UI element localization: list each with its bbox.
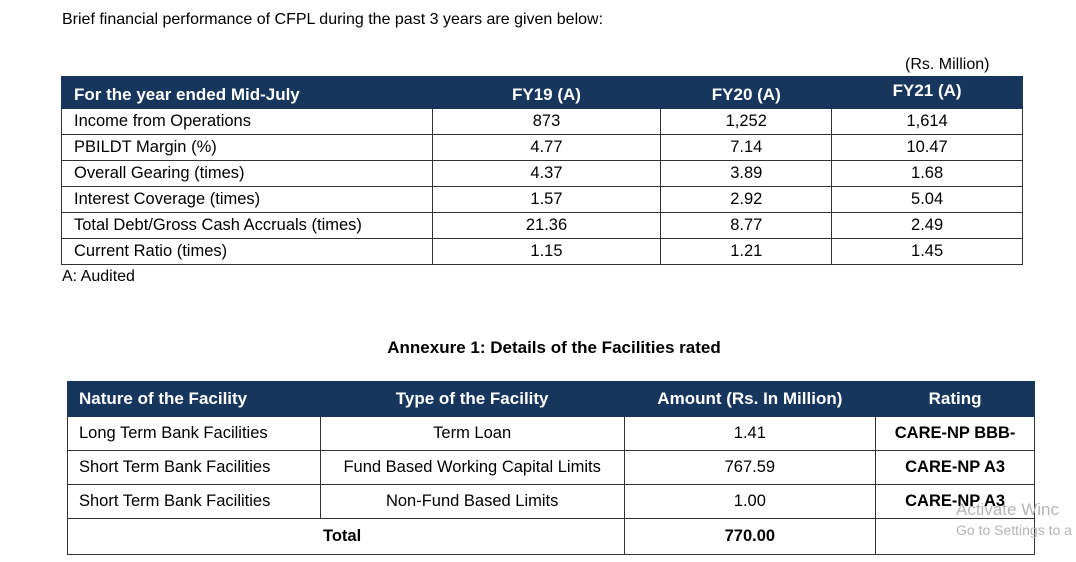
- metric-value: 1.57: [431, 186, 662, 213]
- facility-amount: 1.00: [623, 484, 877, 519]
- table-row: Long Term Bank Facilities Term Loan 1.41…: [67, 416, 1035, 451]
- metric-value: 1.21: [660, 238, 833, 265]
- column-header: Rating: [875, 381, 1035, 417]
- metric-value: 873: [431, 108, 662, 135]
- metric-label: Overall Gearing (times): [61, 160, 433, 187]
- annexure-title: Annexure 1: Details of the Facilities ra…: [387, 338, 721, 357]
- metric-value: 2.92: [660, 186, 833, 213]
- facility-amount: 1.41: [623, 416, 877, 451]
- table-header-row: Nature of the Facility Type of the Facil…: [67, 381, 1035, 417]
- column-header: FY19 (A): [431, 76, 662, 109]
- column-header: Amount (Rs. In Million): [623, 381, 877, 417]
- metric-value: 1.15: [431, 238, 662, 265]
- metric-value: 7.14: [660, 134, 833, 161]
- facility-rating: CARE-NP A3: [875, 450, 1035, 485]
- metric-value: 4.37: [431, 160, 662, 187]
- metric-value: 8.77: [660, 212, 833, 239]
- metric-value: 1,252: [660, 108, 833, 135]
- metric-value: 10.47: [831, 134, 1023, 161]
- metric-label: Total Debt/Gross Cash Accruals (times): [61, 212, 433, 239]
- metric-value: 5.04: [831, 186, 1023, 213]
- metric-label: Current Ratio (times): [61, 238, 433, 265]
- metric-value: 2.49: [831, 212, 1023, 239]
- metric-value: 3.89: [660, 160, 833, 187]
- column-header: FY21 (A): [831, 76, 1023, 109]
- financial-performance-table: For the year ended Mid-July FY19 (A) FY2…: [61, 76, 1023, 265]
- metric-label: Income from Operations: [61, 108, 433, 135]
- total-label: Total: [67, 518, 625, 555]
- facility-rating: CARE-NP A3: [875, 484, 1035, 519]
- table-header-row: For the year ended Mid-July FY19 (A) FY2…: [61, 76, 1023, 109]
- table-row: Interest Coverage (times) 1.57 2.92 5.04: [61, 186, 1023, 213]
- facility-nature: Long Term Bank Facilities: [67, 416, 321, 451]
- watermark-line: Go to Settings to a: [956, 522, 1072, 538]
- column-header: Nature of the Facility: [67, 381, 321, 417]
- facility-amount: 767.59: [623, 450, 877, 485]
- facility-rating: CARE-NP BBB-: [875, 416, 1035, 451]
- activate-windows-watermark: Activate Winc Go to Settings to a: [956, 500, 1072, 540]
- column-header: For the year ended Mid-July: [61, 76, 433, 109]
- metric-value: 1.68: [831, 160, 1023, 187]
- total-row: Total 770.00: [67, 518, 1035, 555]
- facilities-table: Nature of the Facility Type of the Facil…: [67, 381, 1035, 555]
- table-row: Total Debt/Gross Cash Accruals (times) 2…: [61, 212, 1023, 239]
- metric-label: Interest Coverage (times): [61, 186, 433, 213]
- table-row: Short Term Bank Facilities Fund Based Wo…: [67, 450, 1035, 485]
- metric-value: 1.45: [831, 238, 1023, 265]
- total-rating-empty: [875, 518, 1035, 555]
- audited-note: A: Audited: [62, 268, 135, 285]
- table-row: Overall Gearing (times) 4.37 3.89 1.68: [61, 160, 1023, 187]
- facility-nature: Short Term Bank Facilities: [67, 484, 321, 519]
- table-row: Current Ratio (times) 1.15 1.21 1.45: [61, 238, 1023, 265]
- column-header: Type of the Facility: [319, 381, 625, 417]
- column-header: FY20 (A): [660, 76, 833, 109]
- facility-type: Fund Based Working Capital Limits: [319, 450, 625, 485]
- facility-type: Term Loan: [319, 416, 625, 451]
- metric-value: 21.36: [431, 212, 662, 239]
- table-row: PBILDT Margin (%) 4.77 7.14 10.47: [61, 134, 1023, 161]
- table-row: Income from Operations 873 1,252 1,614: [61, 108, 1023, 135]
- facility-type: Non-Fund Based Limits: [319, 484, 625, 519]
- watermark-line: Activate Winc: [956, 500, 1059, 519]
- facility-nature: Short Term Bank Facilities: [67, 450, 321, 485]
- metric-value: 1,614: [831, 108, 1023, 135]
- unit-note: (Rs. Million): [905, 56, 990, 73]
- metric-value: 4.77: [431, 134, 662, 161]
- total-amount: 770.00: [623, 518, 877, 555]
- intro-text: Brief financial performance of CFPL duri…: [62, 11, 604, 28]
- metric-label: PBILDT Margin (%): [61, 134, 433, 161]
- table-row: Short Term Bank Facilities Non-Fund Base…: [67, 484, 1035, 519]
